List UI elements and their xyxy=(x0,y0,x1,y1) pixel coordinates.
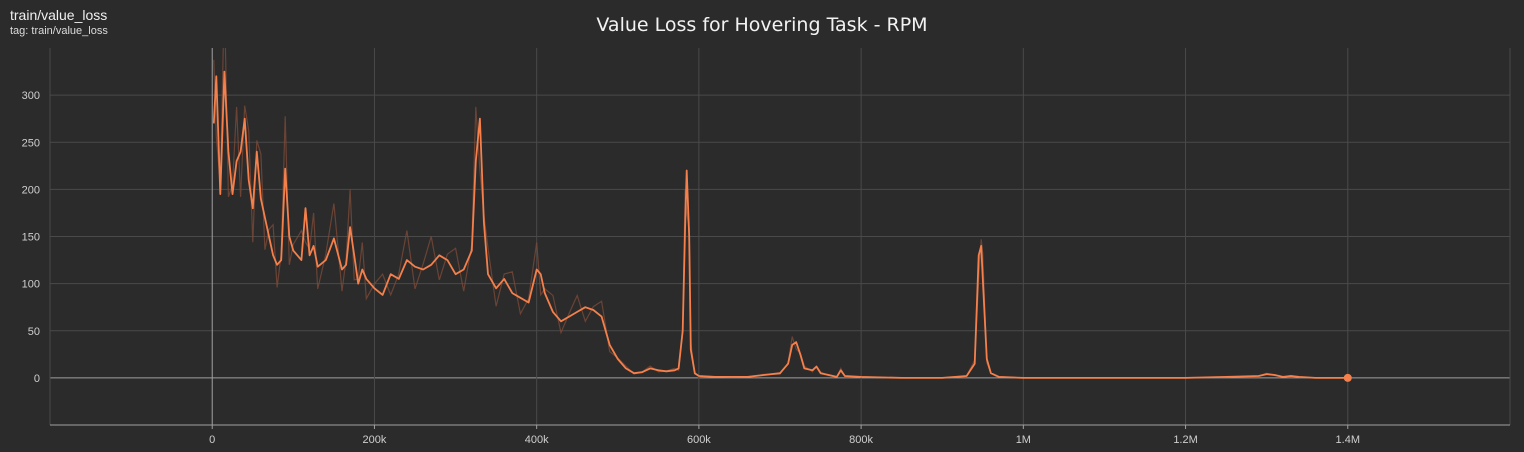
y-axis-ticks: 0 50 100 150 200 250 300 xyxy=(22,90,40,385)
y-tick-label: 0 xyxy=(34,373,40,385)
x-tick-label: 400k xyxy=(525,434,549,446)
y-tick-label: 150 xyxy=(22,232,40,244)
series-end-point xyxy=(1343,373,1352,382)
x-tick-label: 600k xyxy=(687,434,711,446)
x-tick-label: 0 xyxy=(209,434,215,446)
card-title: train/value_loss xyxy=(10,7,108,23)
x-tick-label: 800k xyxy=(849,434,873,446)
x-tick-label: 1.2M xyxy=(1173,434,1197,446)
smoothed-series-line xyxy=(212,70,1348,379)
x-tick-label: 1.4M xyxy=(1336,434,1360,446)
y-tick-label: 250 xyxy=(22,137,40,149)
y-tick-label: 50 xyxy=(28,326,40,338)
chart-title: Value Loss for Hovering Task - RPM xyxy=(596,14,928,36)
y-tick-label: 300 xyxy=(22,90,40,102)
x-tick-label: 1M xyxy=(1016,434,1031,446)
y-tick-label: 100 xyxy=(22,279,40,291)
plot-area xyxy=(212,48,1352,382)
x-axis-ticks: 0 200k 400k 600k 800k 1M 1.2M 1.4M xyxy=(209,425,1360,446)
tag-label: tag: train/value_loss xyxy=(10,25,108,37)
axes xyxy=(49,48,1511,426)
y-tick-label: 200 xyxy=(22,184,40,196)
grid-lines xyxy=(50,48,1510,425)
x-tick-label: 200k xyxy=(363,434,387,446)
